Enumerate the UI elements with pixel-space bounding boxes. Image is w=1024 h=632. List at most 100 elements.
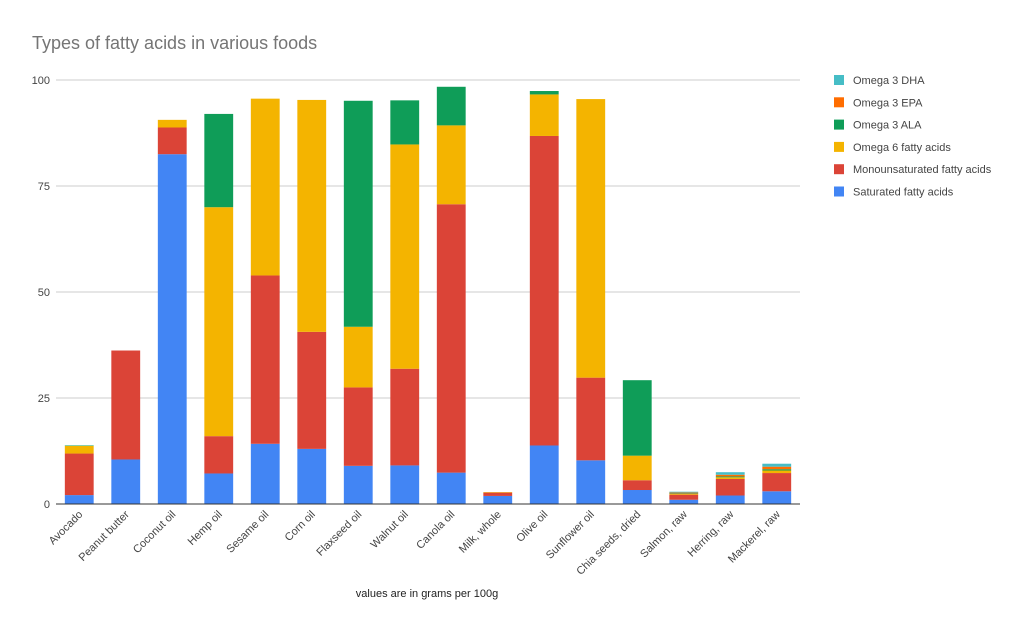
bar-segment (390, 368, 420, 466)
legend-label: Saturated fatty acids (853, 187, 954, 199)
bar-segment (622, 480, 652, 491)
x-tick-label: Flaxseed oil (314, 509, 364, 559)
bar-segment (111, 350, 141, 460)
bar-segment (669, 494, 699, 500)
bar-segment (715, 476, 745, 478)
y-tick-label: 25 (38, 393, 50, 405)
bar-segment (343, 387, 373, 466)
x-axis-label: values are in grams per 100g (356, 588, 498, 600)
bar-segment (64, 495, 94, 504)
bar-segment (250, 98, 280, 276)
x-tick-label: Sesame oil (224, 509, 271, 556)
bar-segment (204, 473, 234, 504)
x-tick-label: Olive oil (514, 509, 550, 545)
bar-segment (157, 154, 187, 504)
bar-segment (64, 445, 94, 454)
y-tick-label: 0 (44, 499, 50, 511)
bar-segment (715, 495, 745, 504)
bar-segment (297, 99, 327, 332)
legend-swatch (834, 97, 844, 108)
chart-title: Types of fatty acids in various foods (32, 33, 317, 53)
bar-segment (343, 465, 373, 504)
bar-segment (343, 326, 373, 388)
bar-segment (669, 493, 699, 494)
bar-segment (762, 469, 792, 471)
x-tick-label: Herring, raw (686, 509, 737, 560)
bar-segment (204, 436, 234, 474)
legend-label: Omega 6 fatty acids (853, 142, 951, 154)
bar-segment (762, 470, 792, 474)
bar-segment (483, 495, 513, 504)
y-tick-label: 100 (32, 75, 50, 87)
x-tick-label: Corn oil (283, 509, 318, 544)
bar-segment (483, 492, 513, 496)
bar-segment (483, 492, 513, 493)
bar-segment (762, 473, 792, 492)
bar-segment (64, 445, 94, 446)
bar-segment (390, 100, 420, 145)
bar-segment (436, 204, 466, 473)
y-tick-label: 50 (38, 287, 50, 299)
x-tick-label: Milk, whole (457, 509, 504, 556)
legend-label: Omega 3 EPA (853, 97, 923, 109)
bar-segment (622, 490, 652, 504)
x-tick-label: Peanut butter (77, 508, 132, 563)
bar-segment (529, 445, 559, 504)
bar-segment (157, 127, 187, 155)
legend-swatch (834, 164, 844, 175)
x-tick-label: Hemp oil (186, 509, 225, 548)
bar-segment (529, 91, 559, 95)
bar-segment (762, 463, 792, 467)
bar-segment (250, 443, 280, 504)
bar-segment (529, 135, 559, 446)
x-tick-label: Canola oil (414, 509, 457, 552)
bar-segment (111, 459, 141, 504)
bar-segment (204, 113, 234, 208)
bar-segment (529, 94, 559, 136)
bar-segment (64, 453, 94, 496)
legend-swatch (834, 141, 844, 152)
bar-segment (669, 492, 699, 494)
bar-segment (390, 465, 420, 504)
bar-segment (436, 125, 466, 205)
bar-segment (390, 144, 420, 369)
y-axis-ticks: 0 25 50 75 100 (32, 75, 50, 511)
bar-segment (669, 499, 699, 504)
bar-segment (715, 472, 745, 475)
bar-segment (204, 207, 234, 437)
legend-label: Omega 3 ALA (853, 120, 922, 132)
bar-segment (436, 472, 466, 504)
x-tick-label: Coconut oil (131, 509, 178, 556)
legend-swatch (834, 186, 844, 197)
bar-segment (622, 455, 652, 481)
bar-segment (762, 491, 792, 504)
bar-segment (157, 119, 187, 128)
legend: Omega 3 DHA Omega 3 EPA Omega 3 ALA Omega 6… (834, 75, 992, 199)
x-tick-label: Avocado (47, 509, 86, 548)
y-tick-label: 75 (38, 181, 50, 193)
bar-segment (297, 331, 327, 449)
bar-segment (436, 86, 466, 126)
bar-segment (715, 478, 745, 496)
bar-segment (669, 493, 699, 495)
bar-segment (762, 466, 792, 470)
bar-segment (715, 474, 745, 477)
legend-swatch (834, 75, 844, 85)
bar-segment (576, 377, 606, 461)
bar-segment (576, 460, 606, 504)
bar-segment (297, 448, 327, 504)
bar-segment (250, 275, 280, 444)
bar-segment (343, 100, 373, 327)
bars (64, 86, 792, 504)
legend-label: Monounsaturated fatty acids (853, 164, 992, 176)
x-tick-label: Salmon, raw (638, 509, 690, 561)
bar-segment (576, 99, 606, 378)
bar-segment (622, 380, 652, 456)
x-tick-label: Walnut oil (369, 509, 411, 551)
bar-segment (715, 477, 745, 479)
legend-label: Omega 3 DHA (853, 75, 925, 87)
bar-segment (669, 491, 699, 493)
legend-swatch (834, 119, 844, 130)
